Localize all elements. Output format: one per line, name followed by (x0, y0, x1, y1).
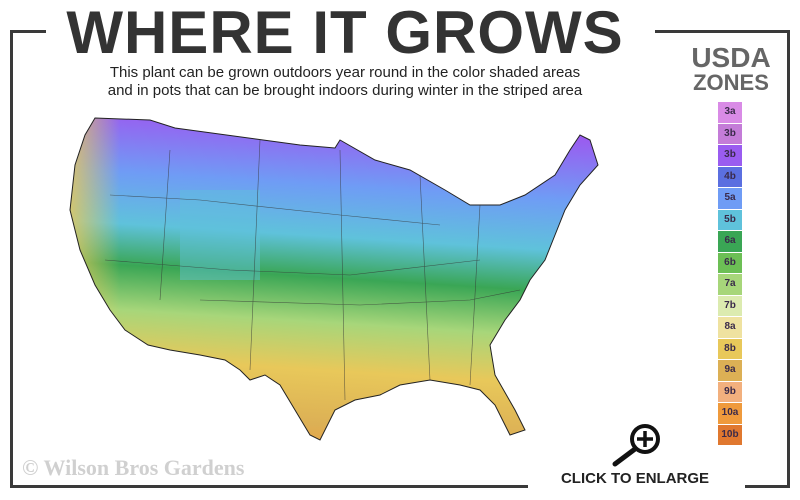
legend-zone-swatch: 3b (718, 123, 742, 144)
legend-zone-swatch: 9a (718, 360, 742, 381)
click-to-enlarge-button[interactable]: CLICK TO ENLARGE (560, 470, 710, 487)
legend-zone-swatch: 6b (718, 252, 742, 273)
frame-top-right (655, 30, 790, 33)
frame-top-left (10, 30, 46, 33)
legend-zone-swatch: 7a (718, 274, 742, 295)
legend-zone-swatch: 8b (718, 338, 742, 359)
frame-bottom-right (745, 485, 790, 488)
subtitle-line: and in pots that can be brought indoors … (107, 82, 583, 99)
legend-zone-swatch: 7b (718, 295, 742, 316)
legend-title-zones: ZONES (693, 70, 769, 95)
legend-zone-swatch: 10b (718, 424, 742, 445)
subtitle-line: This plant can be grown outdoors year ro… (109, 64, 581, 81)
legend-zone-swatch: 10a (718, 403, 742, 424)
frame-left (10, 30, 13, 488)
subtitle: This plant can be grown outdoors year ro… (40, 64, 650, 100)
legend-zone-swatch: 5b (718, 209, 742, 230)
legend-title: USDA ZONES (676, 44, 786, 94)
magnifier-plus-icon[interactable] (608, 422, 668, 467)
legend-zone-swatch: 6a (718, 231, 742, 252)
legend-zone-swatch: 5a (718, 188, 742, 209)
zone-legend: 3a 3b 3b 4b 5a 5b 6a 6b 7a 7b 8a 8b 9a 9b 10a 10b (718, 102, 742, 446)
legend-zone-swatch: 3b (718, 145, 742, 166)
legend-zone-swatch: 9b (718, 381, 742, 402)
legend-zone-swatch: 4b (718, 166, 742, 187)
frame-right (787, 30, 790, 488)
watermark: © Wilson Bros Gardens (22, 455, 245, 480)
legend-zone-swatch: 3a (718, 102, 742, 123)
legend-title-usda: USDA (691, 42, 771, 73)
page-title: WHERE IT GROWS (66, 0, 624, 66)
frame-bottom-left (10, 485, 528, 488)
legend-zone-swatch: 8a (718, 317, 742, 338)
